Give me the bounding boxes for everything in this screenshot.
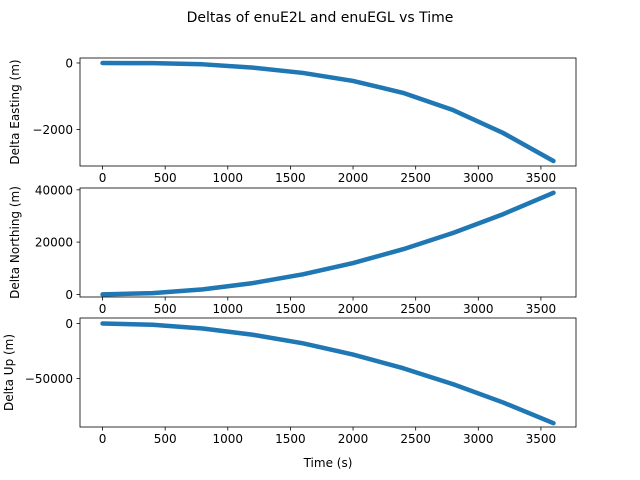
y-tick-label: 40000	[35, 183, 73, 197]
chart-title: Deltas of enuE2L and enuEGL vs Time	[187, 10, 454, 26]
axes-frame	[79, 317, 577, 428]
y-axis-label: Delta Easting (m)	[8, 59, 22, 164]
x-tick-label: 500	[154, 302, 177, 316]
y-tick-label: −50000	[25, 372, 73, 386]
x-tick-label: 3000	[463, 432, 494, 446]
x-tick-label: 1500	[275, 171, 306, 185]
y-tick-label: −2000	[32, 123, 73, 137]
x-tick-label: 2500	[400, 432, 431, 446]
x-tick-label: 1000	[213, 171, 244, 185]
x-tick-label: 500	[154, 432, 177, 446]
x-tick-label: 1000	[213, 302, 244, 316]
x-tick-label: 1500	[275, 432, 306, 446]
series-line-1	[100, 60, 556, 164]
x-tick-label: 2000	[338, 171, 369, 185]
subplot-2: 0 500 1000 1500 2000 2500 3000 3500 0 20000 40000 D…	[8, 183, 577, 316]
x-tick-label: 2500	[400, 171, 431, 185]
x-tick-label: 3000	[463, 302, 494, 316]
x-tick-label: 2500	[400, 302, 431, 316]
x-tick-label: 3500	[526, 432, 557, 446]
x-tick-label: 1000	[213, 432, 244, 446]
series-line-1	[100, 321, 556, 426]
y-tick-label: 0	[65, 56, 73, 70]
x-axis-label: Time (s)	[303, 456, 353, 470]
axes-frame	[79, 57, 577, 167]
x-tick-label: 3000	[463, 171, 494, 185]
x-tick-label: 2000	[338, 302, 369, 316]
x-tick-label: 3500	[526, 302, 557, 316]
x-tick-label: 0	[99, 171, 107, 185]
x-tick-label: 0	[99, 302, 107, 316]
x-tick-label: 500	[154, 171, 177, 185]
subplot-1: 0 500 1000 1500 2000 2500 3000 3500 0 −2000 Delta …	[8, 56, 577, 185]
x-tick-label: 2000	[338, 432, 369, 446]
axes-layer: 0 500 1000 1500 2000 2500 3000 3500 0 −2000 Delta …	[2, 56, 577, 470]
y-axis-label: Delta Up (m)	[2, 334, 16, 411]
axes-frame	[79, 187, 577, 298]
series-line-1	[100, 190, 556, 297]
y-tick-label: 20000	[35, 236, 73, 250]
y-axis-label: Delta Northing (m)	[8, 186, 22, 299]
x-tick-label: 0	[99, 432, 107, 446]
x-tick-label: 3500	[526, 171, 557, 185]
y-tick-label: 0	[65, 288, 73, 302]
subplot-3: 0 500 1000 1500 2000 2500 3000 3500 0 −50000 Delta…	[2, 317, 577, 470]
y-tick-label: 0	[65, 317, 73, 331]
x-tick-label: 1500	[275, 302, 306, 316]
